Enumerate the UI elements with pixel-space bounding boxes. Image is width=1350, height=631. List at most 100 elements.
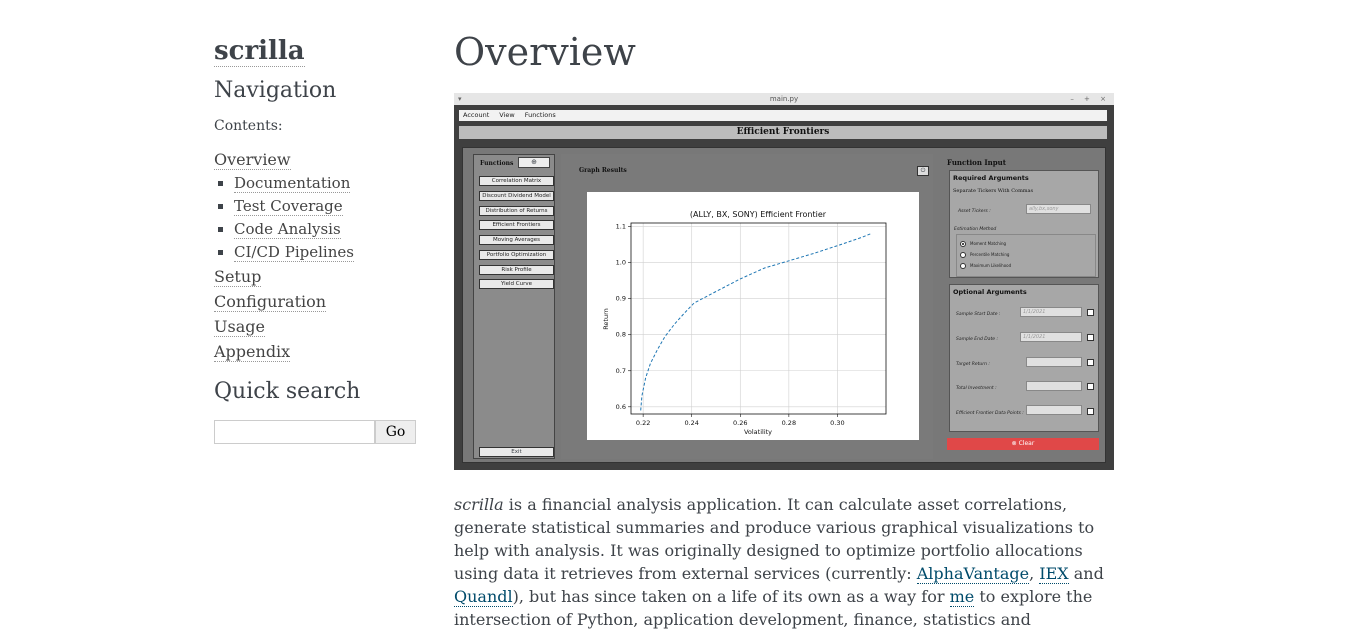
functions-label: Functions bbox=[480, 160, 514, 167]
separate-tickers-note: Separate Tickers With Commas bbox=[953, 188, 1034, 194]
window-titlebar: ▾ main.py – + × bbox=[454, 93, 1114, 105]
exit-button: Exit bbox=[479, 447, 554, 457]
total-investment-field bbox=[1026, 381, 1082, 391]
option-percentile-matching: Percentile Matching bbox=[970, 252, 1010, 257]
x-axis-label: Volatility bbox=[744, 428, 772, 436]
window-menu-icon: ▾ bbox=[458, 95, 462, 103]
x-tick-label: 0.28 bbox=[782, 419, 796, 427]
function-button: Discount Dividend Model bbox=[479, 191, 554, 201]
graph-results-label: Graph Results bbox=[579, 167, 627, 174]
contents-caption: Contents: bbox=[214, 118, 283, 134]
function-button: Distribution of Returns bbox=[479, 206, 554, 216]
clear-button: ⊗ Clear bbox=[947, 438, 1099, 450]
page-title: Overview bbox=[454, 30, 636, 74]
menu-account: Account bbox=[463, 111, 490, 119]
brand-link[interactable]: scrilla bbox=[214, 36, 305, 67]
toc-item-configuration: Configuration bbox=[214, 289, 424, 314]
search-form: Go bbox=[214, 420, 424, 444]
frontier-points-label: Efficient Frontier Data Points : bbox=[956, 411, 1024, 416]
toc-item-usage: Usage bbox=[214, 314, 424, 339]
estimation-method-label: Estimation Method bbox=[954, 227, 997, 232]
y-tick-label: 1.0 bbox=[616, 259, 626, 267]
app-body: Functions ⊕ Correlation Matrix Discount … bbox=[462, 147, 1106, 463]
function-button: Efficient Frontiers bbox=[479, 220, 554, 230]
iex-link[interactable]: IEX bbox=[1039, 564, 1069, 584]
sample-start-date-checkbox bbox=[1087, 309, 1094, 316]
sidebar: scrilla Navigation Contents: Overview Do… bbox=[214, 36, 424, 444]
total-investment-label: Total Investment : bbox=[956, 386, 997, 391]
target-return-checkbox bbox=[1087, 359, 1094, 366]
asset-tickers-field: ally,bx,sony bbox=[1026, 204, 1091, 214]
radio-maximum-likelihood bbox=[960, 263, 966, 269]
asset-tickers-label: Asset Tickers : bbox=[958, 209, 991, 214]
window-controls: – + × bbox=[1070, 95, 1110, 103]
sample-start-date-field: 1/1/2021 bbox=[1020, 307, 1082, 317]
toc-link-documentation[interactable]: Documentation bbox=[234, 174, 351, 193]
function-button: Correlation Matrix bbox=[479, 176, 554, 186]
paragraph-separator: , bbox=[1029, 564, 1040, 583]
y-axis-label: Return bbox=[602, 308, 610, 330]
toc-item-appendix: Appendix bbox=[214, 339, 424, 364]
y-tick-label: 1.1 bbox=[616, 223, 626, 231]
frontier-line bbox=[640, 233, 872, 411]
toc-item-setup: Setup bbox=[214, 264, 424, 289]
app-menubar: Account View Functions bbox=[459, 110, 1107, 121]
toc-link-appendix[interactable]: Appendix bbox=[214, 342, 291, 362]
toc-list: Overview Documentation Test Coverage Cod… bbox=[214, 147, 424, 364]
required-arguments-title: Required Arguments bbox=[953, 174, 1029, 182]
radio-moment-matching bbox=[960, 241, 966, 247]
function-input-panel: Function Input Required Arguments Separa… bbox=[947, 158, 1103, 458]
toc-sublist: Documentation Test Coverage Code Analysi… bbox=[214, 172, 424, 264]
overview-paragraph: scrilla is a financial analysis applicat… bbox=[454, 493, 1114, 631]
x-tick-label: 0.30 bbox=[830, 419, 844, 427]
function-button: Yield Curve bbox=[479, 279, 554, 289]
sample-end-date-field: 1/1/2021 bbox=[1020, 332, 1082, 342]
optional-arguments-title: Optional Arguments bbox=[953, 288, 1027, 296]
alphavantage-link[interactable]: AlphaVantage bbox=[916, 564, 1030, 584]
frontier-points-field bbox=[1026, 405, 1082, 415]
toc-link-code-analysis[interactable]: Code Analysis bbox=[234, 220, 341, 239]
toc-item-documentation: Documentation bbox=[234, 172, 424, 195]
y-tick-label: 0.7 bbox=[616, 367, 626, 375]
toc-link-test-coverage[interactable]: Test Coverage bbox=[234, 197, 343, 216]
menu-view: View bbox=[499, 111, 515, 119]
toc-link-overview[interactable]: Overview bbox=[214, 150, 291, 170]
function-button: Risk Profile bbox=[479, 265, 554, 275]
x-tick-label: 0.24 bbox=[684, 419, 698, 427]
toc-item-cicd: CI/CD Pipelines bbox=[234, 241, 424, 264]
paragraph-text: is a financial analysis application. It … bbox=[454, 495, 1095, 583]
function-button: Portfolio Optimization bbox=[479, 250, 554, 260]
toc-link-usage[interactable]: Usage bbox=[214, 317, 265, 337]
paragraph-text: ), but has since taken on a life of its … bbox=[512, 587, 950, 606]
search-input[interactable] bbox=[214, 420, 375, 444]
option-maximum-likelihood: Maximum Likelihood bbox=[970, 263, 1012, 268]
search-go-button[interactable]: Go bbox=[375, 420, 416, 444]
y-tick-label: 0.9 bbox=[616, 295, 626, 303]
app-screenshot: ▾ main.py – + × Account View Functions E… bbox=[454, 93, 1114, 470]
required-arguments-box: Required Arguments Separate Tickers With… bbox=[949, 170, 1099, 278]
estimation-method-group: Moment Matching Percentile Matching Maxi… bbox=[956, 234, 1096, 277]
x-tick-label: 0.26 bbox=[733, 419, 747, 427]
chart-container: (ALLY, BX, SONY) Efficient Frontier 0.22… bbox=[587, 192, 919, 440]
toc-link-cicd-pipelines[interactable]: CI/CD Pipelines bbox=[234, 243, 354, 262]
power-icon: ⏻ bbox=[917, 166, 929, 176]
main-content: Overview ▾ main.py – + × Account View Fu… bbox=[454, 28, 1114, 629]
paragraph-separator: and bbox=[1068, 564, 1104, 583]
y-tick-label: 0.6 bbox=[616, 403, 626, 411]
toc-link-setup[interactable]: Setup bbox=[214, 267, 262, 287]
quandl-link[interactable]: Quandl bbox=[454, 587, 513, 607]
y-tick-label: 0.8 bbox=[616, 331, 626, 339]
add-function-icon: ⊕ bbox=[518, 157, 550, 168]
quick-search-heading: Quick search bbox=[214, 379, 361, 404]
me-link[interactable]: me bbox=[949, 587, 975, 607]
toc-item-test-coverage: Test Coverage bbox=[234, 195, 424, 218]
navigation-heading: Navigation bbox=[214, 78, 337, 103]
option-moment-matching: Moment Matching bbox=[970, 241, 1007, 246]
radio-percentile-matching bbox=[960, 252, 966, 258]
toc-link-configuration[interactable]: Configuration bbox=[214, 292, 327, 312]
chart-ticks: 0.22 0.24 0.26 0.28 0.30 0.6 0.7 0.8 0.9 1.0 1.1 bbox=[616, 223, 845, 427]
toc-item-code-analysis: Code Analysis bbox=[234, 218, 424, 241]
chart-title: (ALLY, BX, SONY) Efficient Frontier bbox=[690, 210, 827, 219]
sample-start-date-label: Sample Start Date : bbox=[956, 312, 1001, 317]
graph-panel: Graph Results ⏻ (ALLY, BX, SONY) Efficie… bbox=[561, 154, 933, 459]
